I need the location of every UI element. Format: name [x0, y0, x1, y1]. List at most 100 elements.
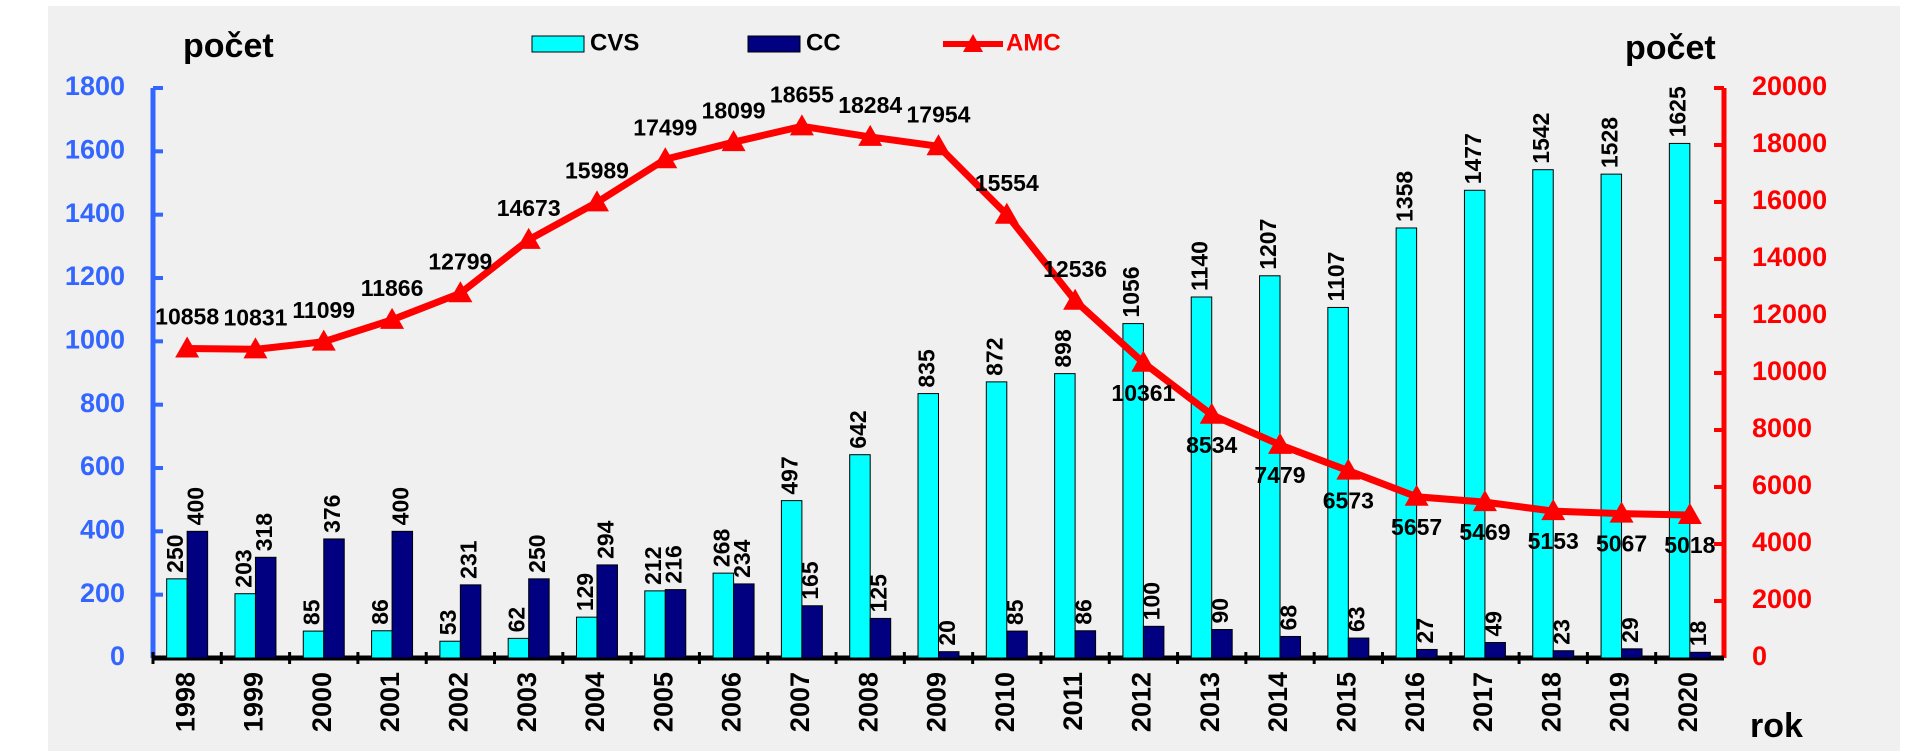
line-value-label: 8534 [1186, 432, 1237, 458]
line-marker [516, 227, 541, 249]
bar-value-label: 234 [729, 539, 755, 578]
bar-value-label: 23 [1549, 619, 1575, 645]
line-value-label: 5469 [1459, 519, 1510, 545]
bar-value-label: 27 [1412, 618, 1438, 644]
bar-value-label: 86 [367, 599, 393, 625]
bar [1211, 629, 1233, 659]
bar [1006, 630, 1028, 659]
bar-value-label: 835 [913, 349, 939, 388]
x-tick-label: 2010 [990, 672, 1020, 732]
bar [1327, 306, 1349, 659]
legend-marker [963, 34, 983, 52]
line-value-label: 10858 [155, 304, 219, 330]
bar [371, 630, 393, 659]
y-tick-label: 1000 [65, 324, 125, 354]
bar-value-label: 1477 [1460, 133, 1486, 184]
bar [644, 590, 666, 659]
line-marker [721, 130, 746, 152]
bar [1668, 142, 1691, 659]
bar [507, 637, 530, 659]
line-marker [1131, 350, 1156, 372]
x-tick-label: 2019 [1605, 672, 1635, 732]
bar [166, 578, 188, 659]
bar-value-label: 53 [435, 610, 461, 636]
y2-tick-label: 14000 [1752, 242, 1827, 272]
bar [1532, 169, 1554, 659]
bar-value-label: 250 [524, 534, 550, 572]
bar [1689, 651, 1711, 659]
bar-value-label: 872 [982, 337, 1008, 375]
bar-value-label: 203 [230, 549, 256, 587]
legend-swatch [531, 35, 585, 53]
bar-value-label: 85 [1002, 599, 1028, 625]
line-value-label: 5153 [1528, 528, 1579, 554]
line-marker [448, 281, 473, 303]
bar-value-label: 250 [162, 534, 188, 572]
line-marker [653, 147, 678, 169]
bar [1190, 296, 1213, 659]
bar [1074, 630, 1097, 659]
bar-value-label: 68 [1275, 605, 1301, 631]
line-value-label: 18284 [838, 92, 902, 118]
bar-value-label: 165 [797, 561, 823, 600]
line-marker [584, 190, 609, 212]
line-marker [1268, 432, 1293, 454]
bar [1463, 189, 1486, 659]
line-value-label: 5018 [1664, 532, 1715, 558]
line-marker [175, 336, 200, 358]
bar [254, 556, 277, 659]
line-marker [1336, 458, 1361, 480]
bar-value-label: 1140 [1187, 241, 1213, 291]
bar-value-label: 231 [456, 540, 482, 579]
y2-tick-label: 2000 [1752, 584, 1812, 614]
bar [1552, 650, 1575, 659]
x-tick-label: 2014 [1263, 672, 1293, 732]
y-tick-label: 1800 [65, 71, 125, 101]
bar-value-label: 1207 [1255, 219, 1281, 270]
line-value-label: 12799 [428, 248, 492, 274]
y-tick-label: 200 [80, 578, 125, 608]
bar [234, 593, 256, 659]
bar-value-label: 1056 [1118, 266, 1144, 317]
legend-label: CVS [590, 29, 639, 56]
x-tick-label: 2006 [717, 672, 747, 732]
line-marker [1404, 484, 1429, 506]
y2-tick-label: 12000 [1752, 299, 1827, 329]
line-value-label: 15554 [975, 170, 1039, 196]
x-tick-label: 2017 [1468, 672, 1498, 732]
y2-tick-label: 10000 [1752, 356, 1827, 386]
y2-tick-label: 4000 [1752, 527, 1812, 557]
line-marker [858, 124, 883, 146]
line-value-label: 10831 [223, 304, 287, 330]
bar-value-label: 1542 [1528, 113, 1554, 164]
bar-value-label: 1528 [1596, 117, 1622, 168]
bar-value-label: 63 [1344, 606, 1370, 632]
x-tick-label: 2000 [307, 672, 337, 732]
legend-label: CC [806, 29, 841, 56]
bar [459, 584, 482, 659]
background [48, 6, 1900, 751]
bar-value-label: 376 [319, 495, 345, 533]
bar-value-label: 268 [708, 529, 734, 568]
bar-value-label: 1107 [1323, 252, 1349, 302]
line-marker [1609, 501, 1634, 523]
bar-value-label: 216 [661, 545, 687, 583]
bar-value-label: 642 [845, 410, 871, 448]
line-marker [1677, 502, 1702, 524]
x-tick-label: 2020 [1673, 672, 1703, 732]
bar [801, 605, 823, 659]
bar [323, 538, 345, 659]
bar-value-label: 49 [1480, 611, 1506, 637]
line-value-label: 6573 [1323, 488, 1374, 514]
bar [1395, 227, 1418, 659]
y2-tick-label: 16000 [1752, 185, 1827, 215]
x-tick-label: 2001 [375, 672, 405, 732]
bar-value-label: 1625 [1665, 86, 1691, 137]
bar-value-label: 86 [1070, 599, 1096, 625]
bar-value-label: 18 [1685, 621, 1711, 647]
bar [528, 578, 550, 659]
y2-tick-label: 20000 [1752, 71, 1827, 101]
line-marker [1472, 490, 1497, 512]
line-marker [1063, 288, 1088, 310]
